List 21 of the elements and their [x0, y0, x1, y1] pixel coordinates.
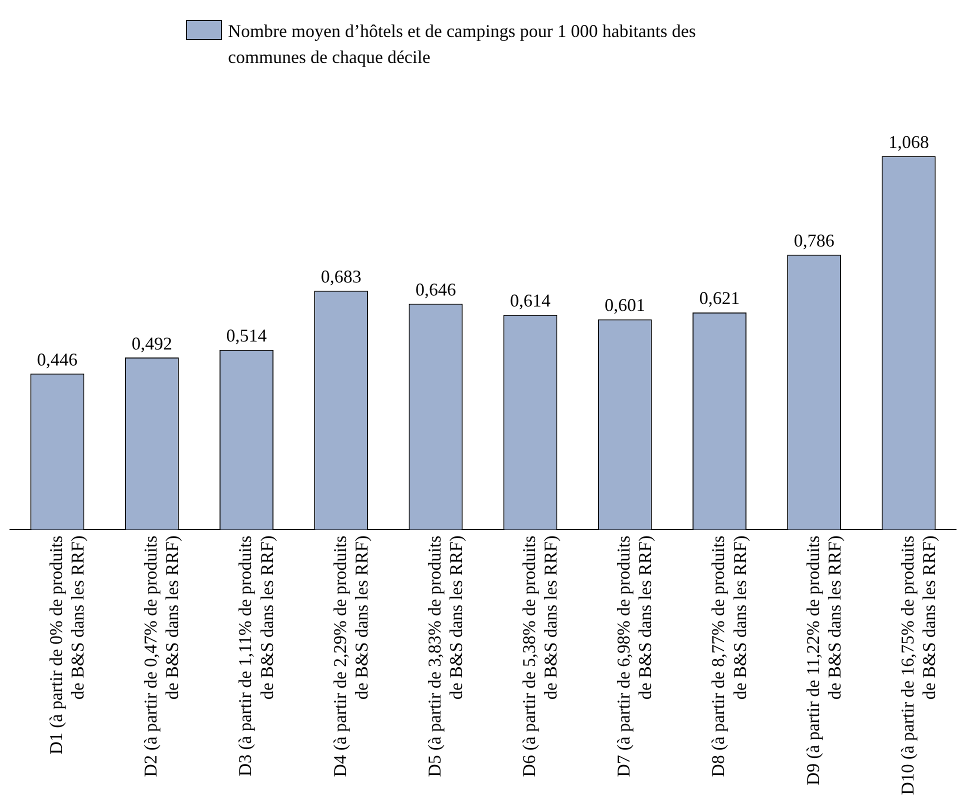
data-label: 0,646	[415, 279, 456, 300]
x-tick-label: D7 (à partir de 6,98% de produits de B&S dans les RRF)	[614, 536, 656, 777]
x-tick-label: D9 (à partir de 11,22% de produits de B&S dans les RRF)	[802, 536, 844, 786]
data-label: 0,601	[604, 295, 646, 316]
x-tick-label: D6 (à partir de 5,38% de produits de B&S dans les RRF)	[519, 536, 561, 777]
x-tick-label: D1 (à partir de 0% de produits de B&S dans les RRF)	[46, 536, 88, 754]
data-label: 0,514	[226, 326, 267, 346]
x-tick-label: D4 (à partir de 2,29% de produits de B&S dans les RRF)	[330, 536, 372, 777]
x-tick-label: D2 (à partir de 0,47% de produits de B&S dans les RRF)	[140, 536, 182, 777]
x-tick-label: D8 (à partir de 8,77% de produits de B&S dans les RRF)	[708, 536, 750, 777]
data-label: 0,614	[510, 290, 551, 311]
legend-label: Nombre moyen d’hôtels et de campings pour 1 000 habitants des communes de chaque décile	[228, 20, 697, 69]
data-label: 0,621	[699, 288, 740, 308]
data-label: 0,446	[37, 349, 78, 370]
x-tick-label: D3 (à partir de 1,11% de produits de B&S dans les RRF)	[235, 536, 277, 776]
x-tick-label: D10 (à partir de 16,75% de produits de B&S dans les RRF)	[897, 536, 940, 795]
data-label: 0,683	[320, 266, 362, 286]
data-label: 1,068	[888, 132, 929, 152]
data-label: 0,786	[794, 230, 834, 250]
x-tick-label: D5 (à partir de 3,83% de produits de B&S dans les RRF)	[424, 536, 466, 777]
data-label: 0,492	[132, 333, 172, 354]
